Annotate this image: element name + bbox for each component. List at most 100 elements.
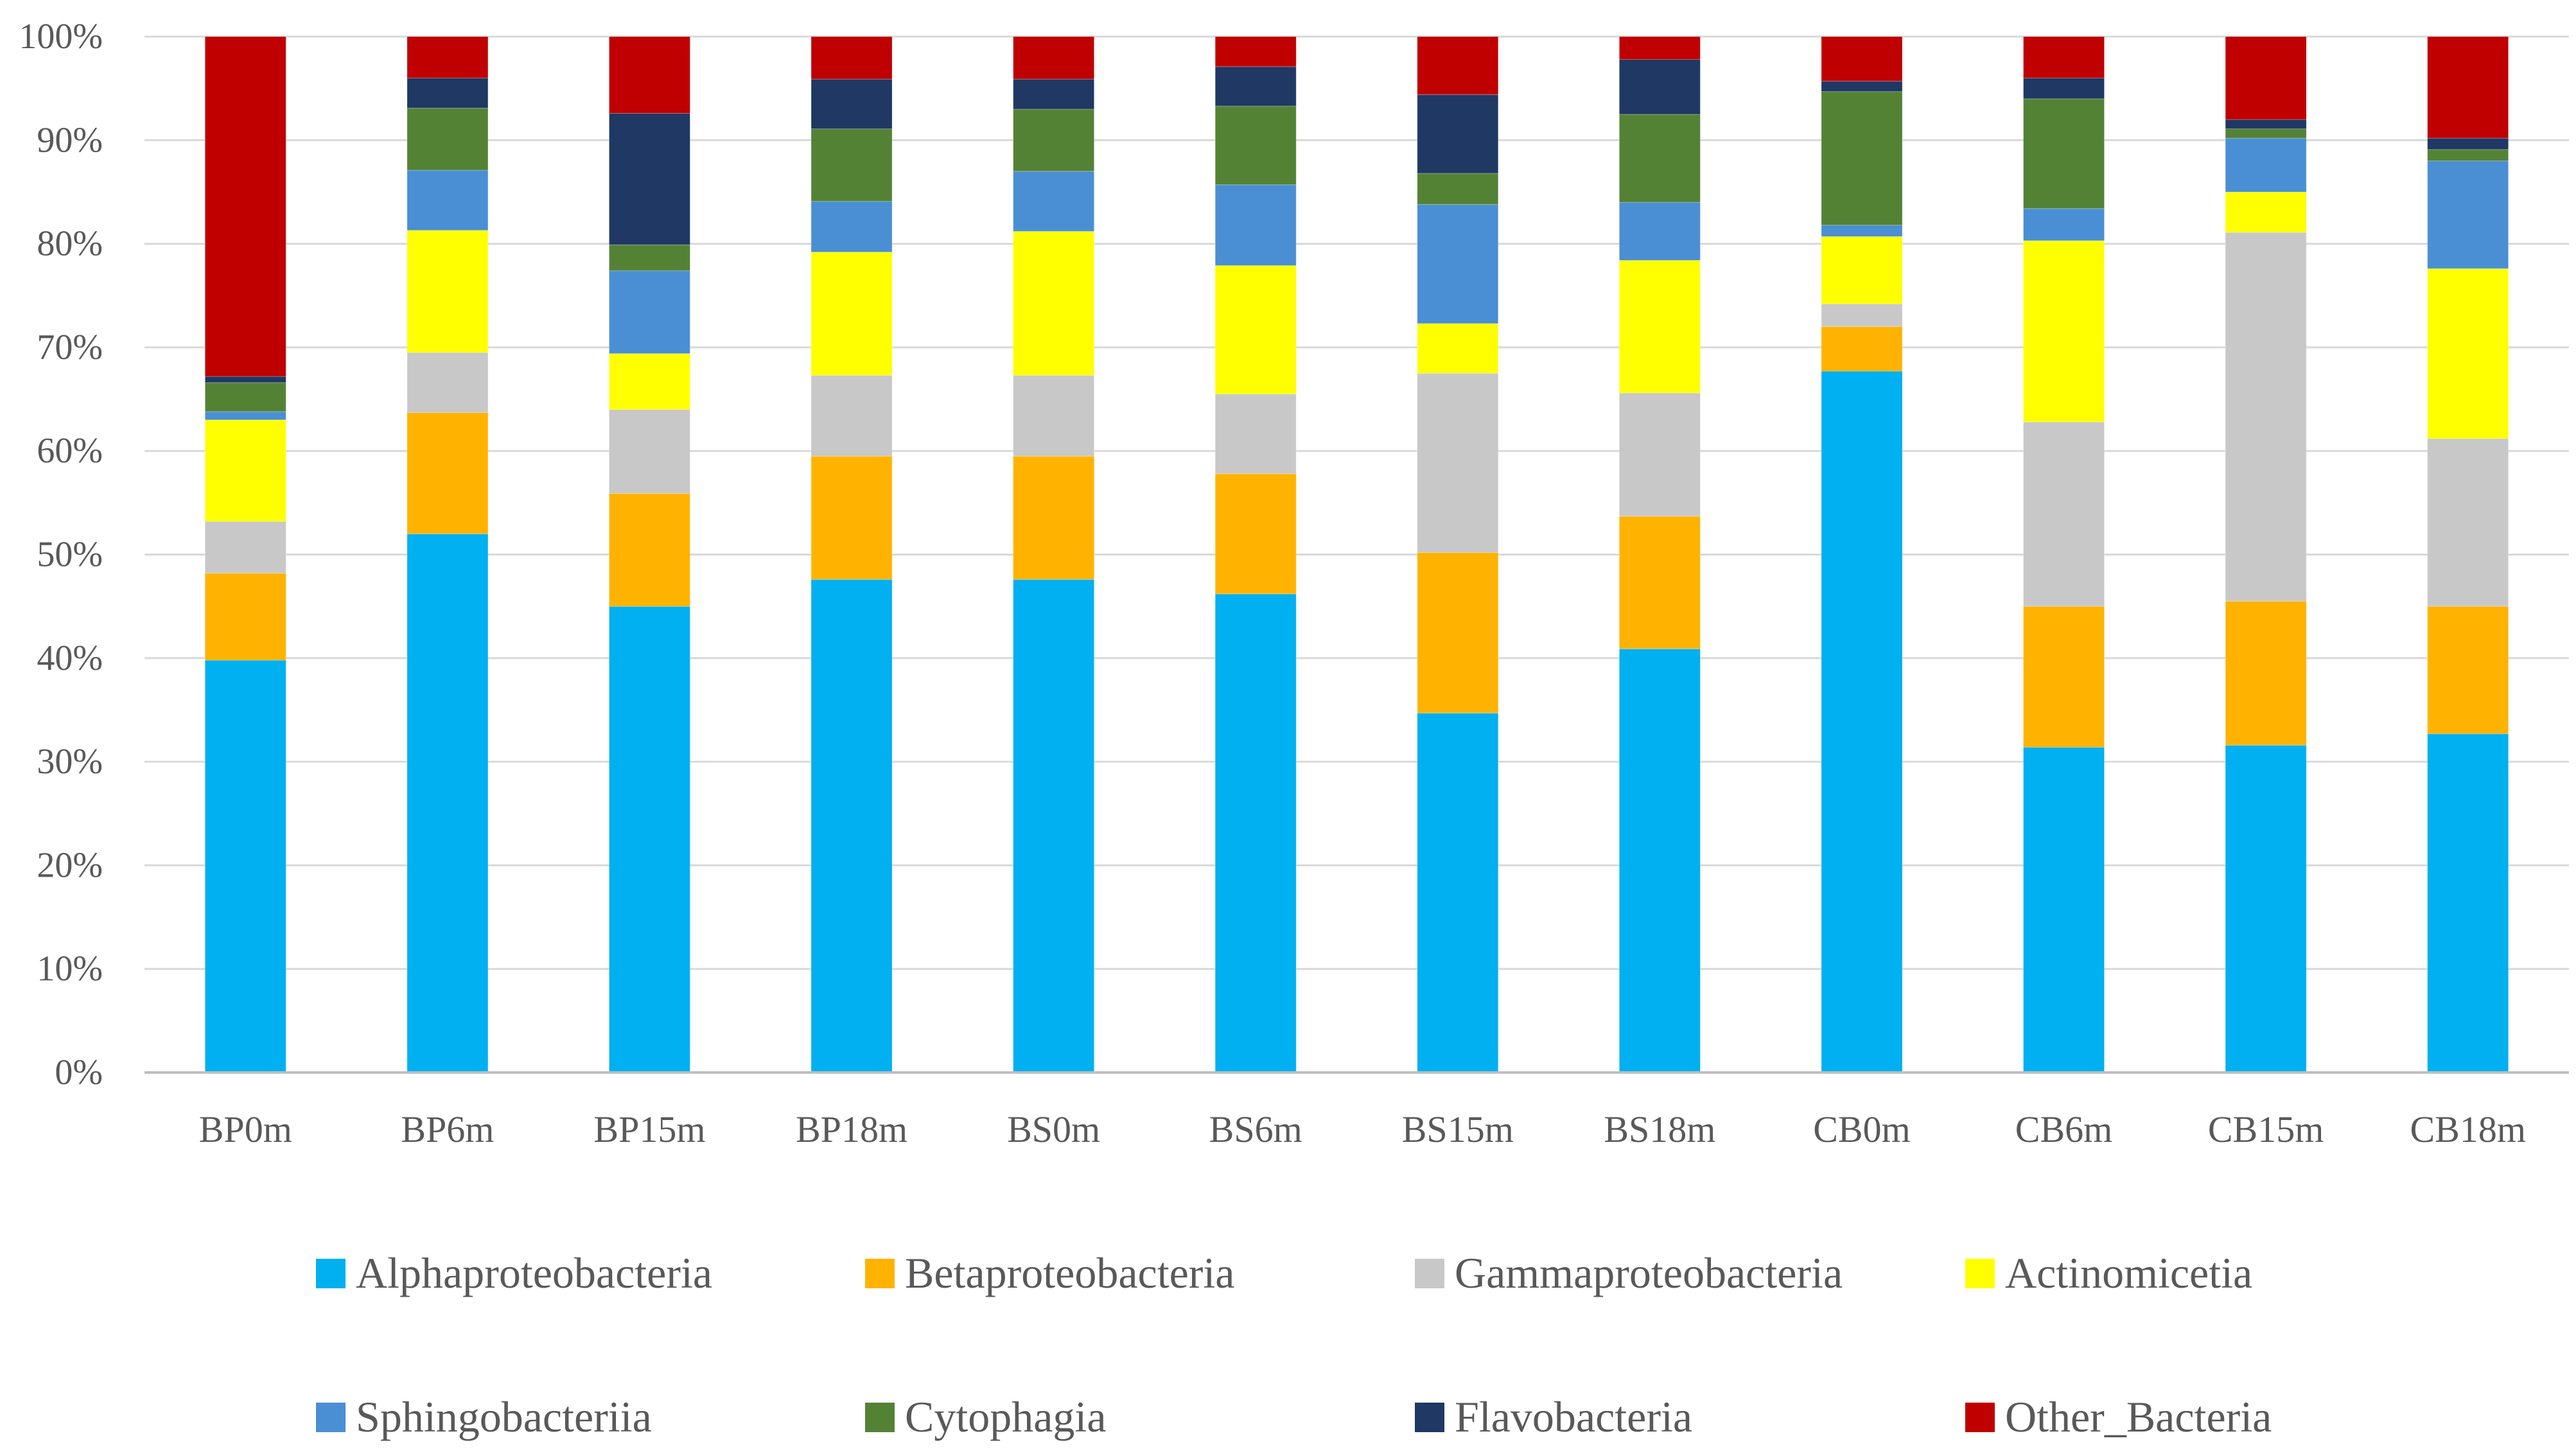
- bar-segment: [204, 376, 286, 383]
- legend-swatch: [865, 1259, 895, 1288]
- bar-segment: [407, 78, 489, 109]
- bar-segment: [810, 455, 893, 580]
- bar-segment: [1214, 36, 1297, 67]
- bar-segment: [1821, 371, 1903, 1073]
- bar-segment: [1417, 372, 1499, 553]
- bar-segment: [407, 107, 489, 171]
- bar-segment: [2427, 137, 2509, 150]
- bar-segment: [1013, 455, 1095, 580]
- bars: [204, 36, 2509, 1073]
- legend-swatch: [1965, 1403, 1995, 1432]
- x-tick-label: BP6m: [401, 1108, 494, 1150]
- y-tick-label: 80%: [37, 224, 103, 264]
- bar-segment: [1214, 593, 1297, 1073]
- bar-segment: [2023, 98, 2105, 209]
- bar-segment: [2023, 36, 2105, 79]
- bar-segment: [1618, 648, 1701, 1073]
- bar-segment: [810, 200, 893, 253]
- bar-segment: [1214, 265, 1297, 394]
- y-tick-label: 30%: [37, 742, 103, 782]
- bar-segment: [2427, 606, 2509, 735]
- bar-segment: [1417, 323, 1499, 374]
- y-tick-label: 10%: [37, 949, 103, 989]
- bar-segment: [1618, 114, 1701, 203]
- bar-segment: [810, 374, 893, 457]
- bar-segment: [407, 352, 489, 414]
- bar-segment: [204, 382, 286, 412]
- bar-segment: [1618, 58, 1701, 115]
- legend-label: Alphaproteobacteria: [356, 1248, 712, 1297]
- bar-segment: [2023, 240, 2105, 423]
- bar-segment: [810, 579, 893, 1073]
- x-tick-label: CB0m: [1813, 1108, 1911, 1150]
- bar-segment: [810, 252, 893, 376]
- y-tick-label: 60%: [37, 431, 103, 471]
- bar-segment: [1821, 236, 1903, 304]
- bar-segment: [2225, 600, 2307, 746]
- bar-segment: [608, 606, 690, 1073]
- bar-segment: [1214, 105, 1297, 186]
- bar-segment: [2225, 36, 2307, 120]
- bar-segment: [2023, 208, 2105, 241]
- bar-segment: [204, 521, 286, 574]
- bar-segment: [1417, 204, 1499, 324]
- legend-swatch: [1965, 1259, 1995, 1288]
- bar-segment: [407, 230, 489, 353]
- bar-segment: [407, 36, 489, 79]
- bar-segment: [608, 493, 690, 607]
- bar-segment: [407, 170, 489, 231]
- bar-segment: [1821, 80, 1903, 92]
- bar-segment: [608, 36, 690, 114]
- axes: 0% 10% 20% 30% 40% 50% 60% 70% 80% 90% 100% BP0m BP6…: [19, 17, 2569, 1150]
- legend: Alphaproteobacteria Betaproteobacteria Gam…: [316, 1248, 2272, 1441]
- bar-segment: [2023, 78, 2105, 100]
- bar-segment: [2023, 606, 2105, 748]
- bar-segment: [1214, 473, 1297, 595]
- bar-segment: [2427, 36, 2509, 139]
- y-tick-label: 20%: [37, 845, 103, 885]
- bar-segment: [1013, 109, 1095, 172]
- legend-label: Gammaproteobacteria: [1455, 1248, 1843, 1297]
- legend-label: Flavobacteria: [1455, 1392, 1692, 1441]
- bar-segment: [1821, 303, 1903, 328]
- bar-segment: [810, 36, 893, 80]
- x-tick-label: BS18m: [1604, 1108, 1715, 1150]
- bar-segment: [204, 419, 286, 522]
- bar-segment: [204, 573, 286, 661]
- x-tick-label: CB6m: [2015, 1108, 2113, 1150]
- x-tick-label: BP18m: [796, 1108, 907, 1150]
- bar-segment: [1013, 231, 1095, 376]
- bar-segment: [608, 244, 690, 272]
- bar-segment: [1618, 516, 1701, 649]
- bar-segment: [1013, 374, 1095, 457]
- bar-segment: [2427, 438, 2509, 607]
- bar-segment: [1214, 66, 1297, 107]
- gridlines: [145, 35, 2569, 970]
- bar-segment: [2427, 149, 2509, 162]
- bar-segment: [1214, 393, 1297, 475]
- bar-segment: [2225, 119, 2307, 130]
- bar-segment: [608, 409, 690, 494]
- bar-segment: [1013, 171, 1095, 232]
- bar-segment: [1013, 579, 1095, 1073]
- bar-segment: [407, 412, 489, 534]
- x-tick-label: BS15m: [1402, 1108, 1514, 1150]
- bar-segment: [2225, 191, 2307, 233]
- bar-segment: [1821, 36, 1903, 82]
- bar-segment: [2427, 733, 2509, 1073]
- y-tick-label: 90%: [37, 120, 103, 160]
- bar-segment: [2225, 137, 2307, 193]
- y-tick-label: 100%: [19, 17, 103, 57]
- bar-segment: [2427, 161, 2509, 269]
- bar-segment: [1821, 91, 1903, 226]
- bar-segment: [204, 411, 286, 421]
- bar-segment: [407, 533, 489, 1073]
- bar-segment: [1821, 326, 1903, 372]
- legend-swatch: [316, 1259, 346, 1288]
- legend-swatch: [316, 1403, 346, 1432]
- x-tick-label: BS6m: [1209, 1108, 1302, 1150]
- bar-segment: [1618, 259, 1701, 394]
- bar-segment: [1214, 184, 1297, 266]
- x-tick-label: CB18m: [2410, 1108, 2526, 1150]
